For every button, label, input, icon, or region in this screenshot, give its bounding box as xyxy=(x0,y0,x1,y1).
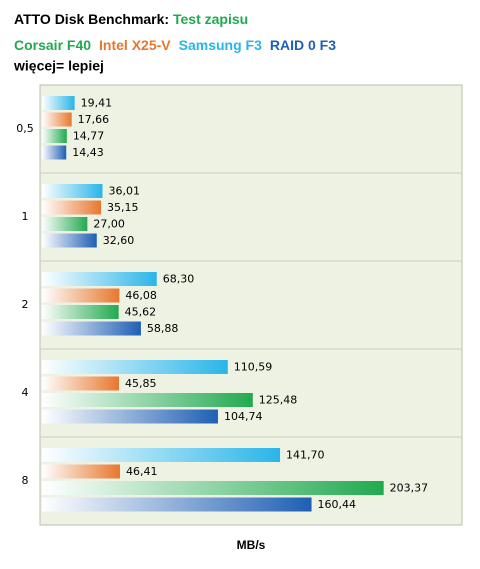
bar xyxy=(42,200,102,215)
legend-entry: Samsung F3 xyxy=(179,37,262,53)
value-label: 32,60 xyxy=(103,234,135,247)
x-axis-label: MB/s xyxy=(237,538,266,552)
value-label: 19,41 xyxy=(81,97,113,110)
y-tick-label: 1 xyxy=(22,210,29,223)
value-label: 46,41 xyxy=(126,465,158,478)
value-label: 160,44 xyxy=(318,498,357,511)
bar xyxy=(42,112,72,127)
legend-entry: Intel X25-V xyxy=(99,37,171,53)
value-label: 36,01 xyxy=(108,185,139,198)
bar xyxy=(42,393,253,407)
value-label: 110,59 xyxy=(234,361,273,374)
bar xyxy=(42,321,141,336)
value-label: 14,77 xyxy=(73,130,105,143)
value-label: 45,85 xyxy=(125,377,157,390)
title-highlight: Test zapisu xyxy=(173,11,248,27)
bar xyxy=(42,360,228,374)
bar xyxy=(42,272,157,286)
bar xyxy=(42,129,67,143)
value-label: 104,74 xyxy=(224,410,263,423)
subtitle: więcej= lepiej xyxy=(13,58,104,74)
bar xyxy=(42,305,119,319)
y-tick-label: 0,5 xyxy=(16,122,34,135)
legend-entry: RAID 0 F3 xyxy=(270,37,336,53)
bar xyxy=(42,409,218,424)
bar xyxy=(42,448,281,462)
value-label: 14,43 xyxy=(72,146,104,159)
y-tick-label: 2 xyxy=(22,298,29,311)
bar xyxy=(42,96,75,110)
title: ATTO Disk Benchmark: xyxy=(14,11,169,27)
value-label: 17,66 xyxy=(78,113,110,126)
value-label: 125,48 xyxy=(259,394,298,407)
bar xyxy=(42,464,120,479)
legend: Corsair F40 Intel X25-V Samsung F3 RAID 0 F… xyxy=(14,37,336,53)
value-label: 46,08 xyxy=(125,289,157,302)
bar xyxy=(42,217,88,231)
bar xyxy=(42,376,120,391)
value-label: 58,88 xyxy=(147,322,179,335)
value-label: 35,15 xyxy=(107,201,139,214)
bar xyxy=(42,288,120,303)
value-label: 68,30 xyxy=(163,273,195,286)
value-label: 141,70 xyxy=(286,449,325,462)
chart-title: ATTO Disk Benchmark: Test zapisu xyxy=(14,11,248,27)
y-tick-label: 4 xyxy=(22,386,29,399)
value-label: 203,37 xyxy=(390,482,429,495)
bar xyxy=(42,497,312,512)
bar xyxy=(42,184,103,198)
bar xyxy=(42,145,67,160)
y-tick-label: 8 xyxy=(22,474,29,487)
bar xyxy=(42,233,97,248)
legend-entry: Corsair F40 xyxy=(14,37,91,53)
value-label: 27,00 xyxy=(93,218,125,231)
bar xyxy=(42,481,384,495)
value-label: 45,62 xyxy=(125,306,157,319)
